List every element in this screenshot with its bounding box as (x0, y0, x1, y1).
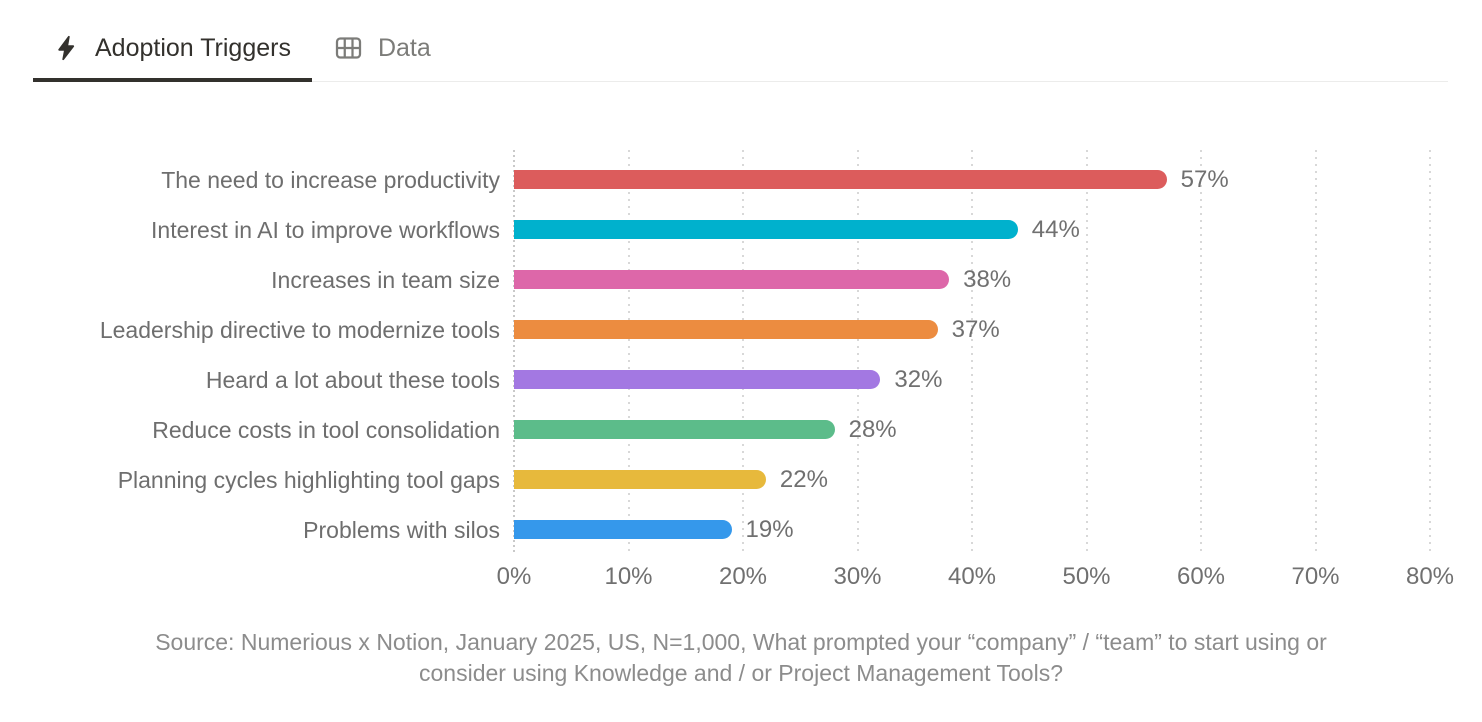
value-label: 57% (1180, 165, 1229, 193)
tab-bar: Adoption Triggers Data (33, 18, 1448, 82)
x-tick-label: 60% (1176, 563, 1226, 590)
bar[interactable] (514, 420, 835, 439)
gridline (742, 150, 744, 553)
source-line-2: consider using Knowledge and / or Projec… (419, 660, 1063, 686)
x-tick-label: 40% (947, 563, 997, 590)
category-label: Leadership directive to modernize tools (99, 316, 500, 343)
bar[interactable] (514, 220, 1018, 239)
y-axis-line (513, 150, 515, 553)
tab-adoption-triggers[interactable]: Adoption Triggers (33, 18, 312, 82)
value-label: 22% (779, 465, 828, 493)
bar[interactable] (514, 270, 950, 289)
bar[interactable] (514, 470, 766, 489)
value-label: 37% (951, 315, 1000, 343)
gridline (1200, 150, 1202, 553)
x-tick-label: 50% (1062, 563, 1111, 590)
bar[interactable] (514, 170, 1167, 189)
bar[interactable] (514, 520, 732, 539)
gridline (1085, 150, 1088, 553)
bar[interactable] (514, 370, 881, 389)
gridline (856, 150, 859, 553)
source-line-1: Source: Numerious x Notion, January 2025… (155, 629, 1327, 655)
x-tick-label: 20% (718, 563, 768, 590)
gridline (1429, 150, 1431, 553)
value-label: 28% (848, 415, 897, 443)
category-label: Interest in AI to improve workflows (151, 216, 500, 243)
category-label: The need to increase productivity (161, 166, 500, 193)
tab-label: Adoption Triggers (95, 33, 291, 62)
gridline (627, 150, 630, 553)
bar[interactable] (514, 320, 938, 339)
category-label: Planning cycles highlighting tool gaps (117, 466, 500, 493)
gridline (1314, 150, 1317, 553)
category-label: Reduce costs in tool consolidation (152, 416, 500, 443)
category-label: Problems with silos (303, 516, 500, 543)
table-icon (333, 33, 364, 63)
value-label: 32% (894, 365, 943, 393)
source-note: Source: Numerious x Notion, January 2025… (0, 627, 1482, 689)
x-tick-label: 30% (833, 563, 882, 590)
gridline (971, 150, 973, 553)
x-tick-label: 80% (1405, 563, 1455, 590)
lightning-bolt-icon (54, 33, 81, 63)
category-label: Heard a lot about these tools (205, 366, 500, 393)
x-tick-label: 10% (604, 563, 653, 590)
value-label: 19% (745, 515, 794, 543)
tab-data[interactable]: Data (312, 18, 452, 82)
category-label: Increases in team size (271, 266, 500, 293)
x-tick-label: 70% (1291, 563, 1340, 590)
value-label: 44% (1031, 215, 1080, 243)
x-tick-label: 0% (496, 563, 532, 590)
tab-label: Data (377, 33, 431, 62)
value-label: 38% (963, 265, 1012, 293)
